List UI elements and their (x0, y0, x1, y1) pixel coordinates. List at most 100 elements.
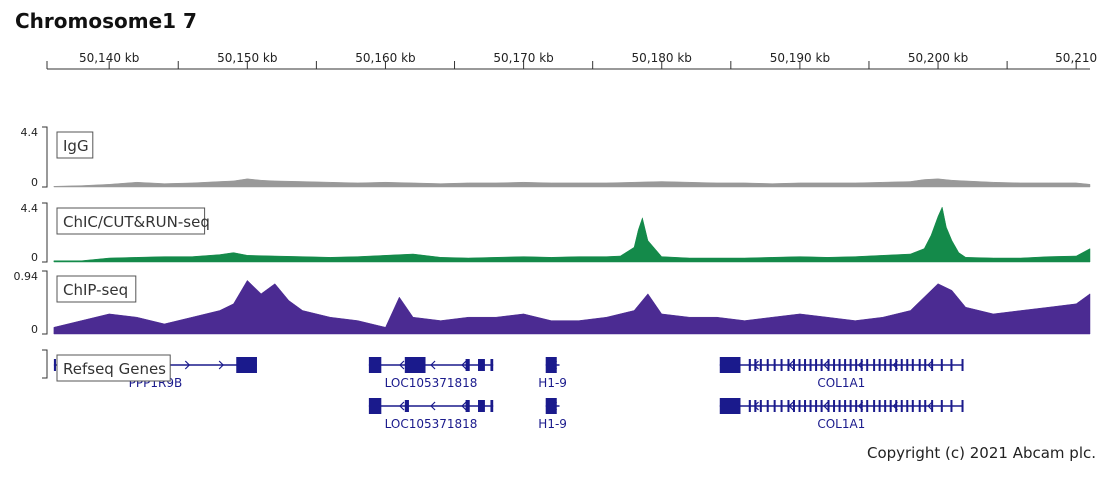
exon-block (873, 400, 876, 412)
strand-arrow (927, 360, 933, 370)
exon-block (404, 357, 426, 373)
exon-block (895, 400, 898, 412)
exon-block (748, 359, 751, 371)
exon-block (780, 400, 783, 412)
strand-arrow (399, 401, 405, 411)
exon-block (855, 400, 858, 412)
exon-block (900, 359, 903, 371)
exon-block (940, 400, 943, 412)
exon-block (792, 400, 795, 412)
exon-block (798, 359, 801, 371)
exon-block (465, 359, 470, 371)
exon-block (478, 359, 485, 371)
y-axis-bracket (42, 202, 48, 263)
gene-h1-9: H1-9 (538, 357, 567, 390)
exon-block (368, 357, 382, 373)
exon-block (911, 400, 914, 412)
exon-block (931, 400, 934, 412)
gene-label: COL1A1 (817, 417, 865, 431)
exon-block (545, 398, 557, 414)
gene-label: LOC105371818 (385, 376, 478, 390)
exon-block (833, 359, 836, 371)
exon-block (759, 400, 762, 412)
exon-block (404, 400, 409, 412)
gene-label: H1-9 (538, 417, 567, 431)
exon-block (906, 359, 909, 371)
exon-block (866, 359, 869, 371)
x-tick-label: 50,170 kb (493, 51, 553, 65)
exon-block (866, 400, 869, 412)
exon-block (809, 359, 812, 371)
exon-block (478, 400, 485, 412)
exon-block (906, 400, 909, 412)
signal-track-1: 4.4 0 IgG (21, 126, 1091, 189)
x-tick-label: 50,180 kb (632, 51, 692, 65)
exon-block (889, 359, 892, 371)
x-tick-label: 50,150 kb (217, 51, 277, 65)
x-tick-label: 50,190 kb (770, 51, 830, 65)
exon-block (878, 359, 881, 371)
strand-arrow (823, 401, 829, 411)
strand-arrow (823, 360, 829, 370)
track-label-box (56, 207, 206, 235)
gene-col1a1: COL1A1 (719, 398, 964, 431)
strand-arrow (184, 360, 191, 370)
y-axis-bracket (42, 126, 48, 188)
exon-block (792, 359, 795, 371)
exon-block (833, 400, 836, 412)
exon-block (860, 400, 863, 412)
exon-block (878, 400, 881, 412)
gene-label: H1-9 (538, 376, 567, 390)
exon-block (889, 400, 892, 412)
exon-block (940, 359, 943, 371)
exon-block (849, 359, 852, 371)
exon-block (815, 359, 818, 371)
exon-block (911, 359, 914, 371)
exon-block (931, 359, 934, 371)
exon-block (924, 400, 927, 412)
exon-block (719, 398, 741, 414)
track-label: Refseq Genes (63, 360, 166, 378)
strand-arrow (430, 360, 436, 370)
exon-block (236, 357, 257, 373)
exon-block (787, 400, 790, 412)
y-tick-label: 0 (31, 176, 38, 189)
exon-block (780, 359, 783, 371)
exon-block (465, 400, 470, 412)
exon-block (844, 400, 847, 412)
gene-track: PPP1R9B LOC105371818LOC105371818H1-9H1-9C… (42, 349, 964, 431)
exon-block (804, 400, 807, 412)
exon-block (820, 359, 823, 371)
exon-block (844, 359, 847, 371)
exon-block (719, 357, 741, 373)
track-label: ChIC/CUT&RUN-seq (63, 213, 210, 231)
exon-block (950, 400, 953, 412)
exon-block (838, 359, 841, 371)
exon-block (884, 400, 887, 412)
exon-block (490, 359, 494, 371)
strand-arrow (927, 401, 933, 411)
track-label: ChIP-seq (63, 281, 128, 299)
strand-arrow (218, 360, 224, 370)
exon-block (759, 359, 762, 371)
exon-block (809, 400, 812, 412)
x-tick-label: 50,140 kb (79, 51, 139, 65)
exon-block (820, 400, 823, 412)
exon-block (873, 359, 876, 371)
exon-block (961, 359, 964, 371)
exon-block (748, 400, 751, 412)
exon-block (545, 357, 557, 373)
exon-block (754, 400, 757, 412)
exon-block (827, 400, 830, 412)
y-tick-label: 0 (31, 323, 38, 336)
exon-block (53, 359, 56, 371)
exon-block (773, 359, 776, 371)
exon-block (950, 359, 953, 371)
copyright-notice: Copyright (c) 2021 Abcam plc. (866, 444, 1096, 462)
chart-title: Chromosome1 7 (15, 9, 197, 33)
signal-area-3 (53, 279, 1091, 335)
y-axis-bracket (42, 270, 48, 335)
exon-block (918, 400, 921, 412)
exon-block (838, 400, 841, 412)
